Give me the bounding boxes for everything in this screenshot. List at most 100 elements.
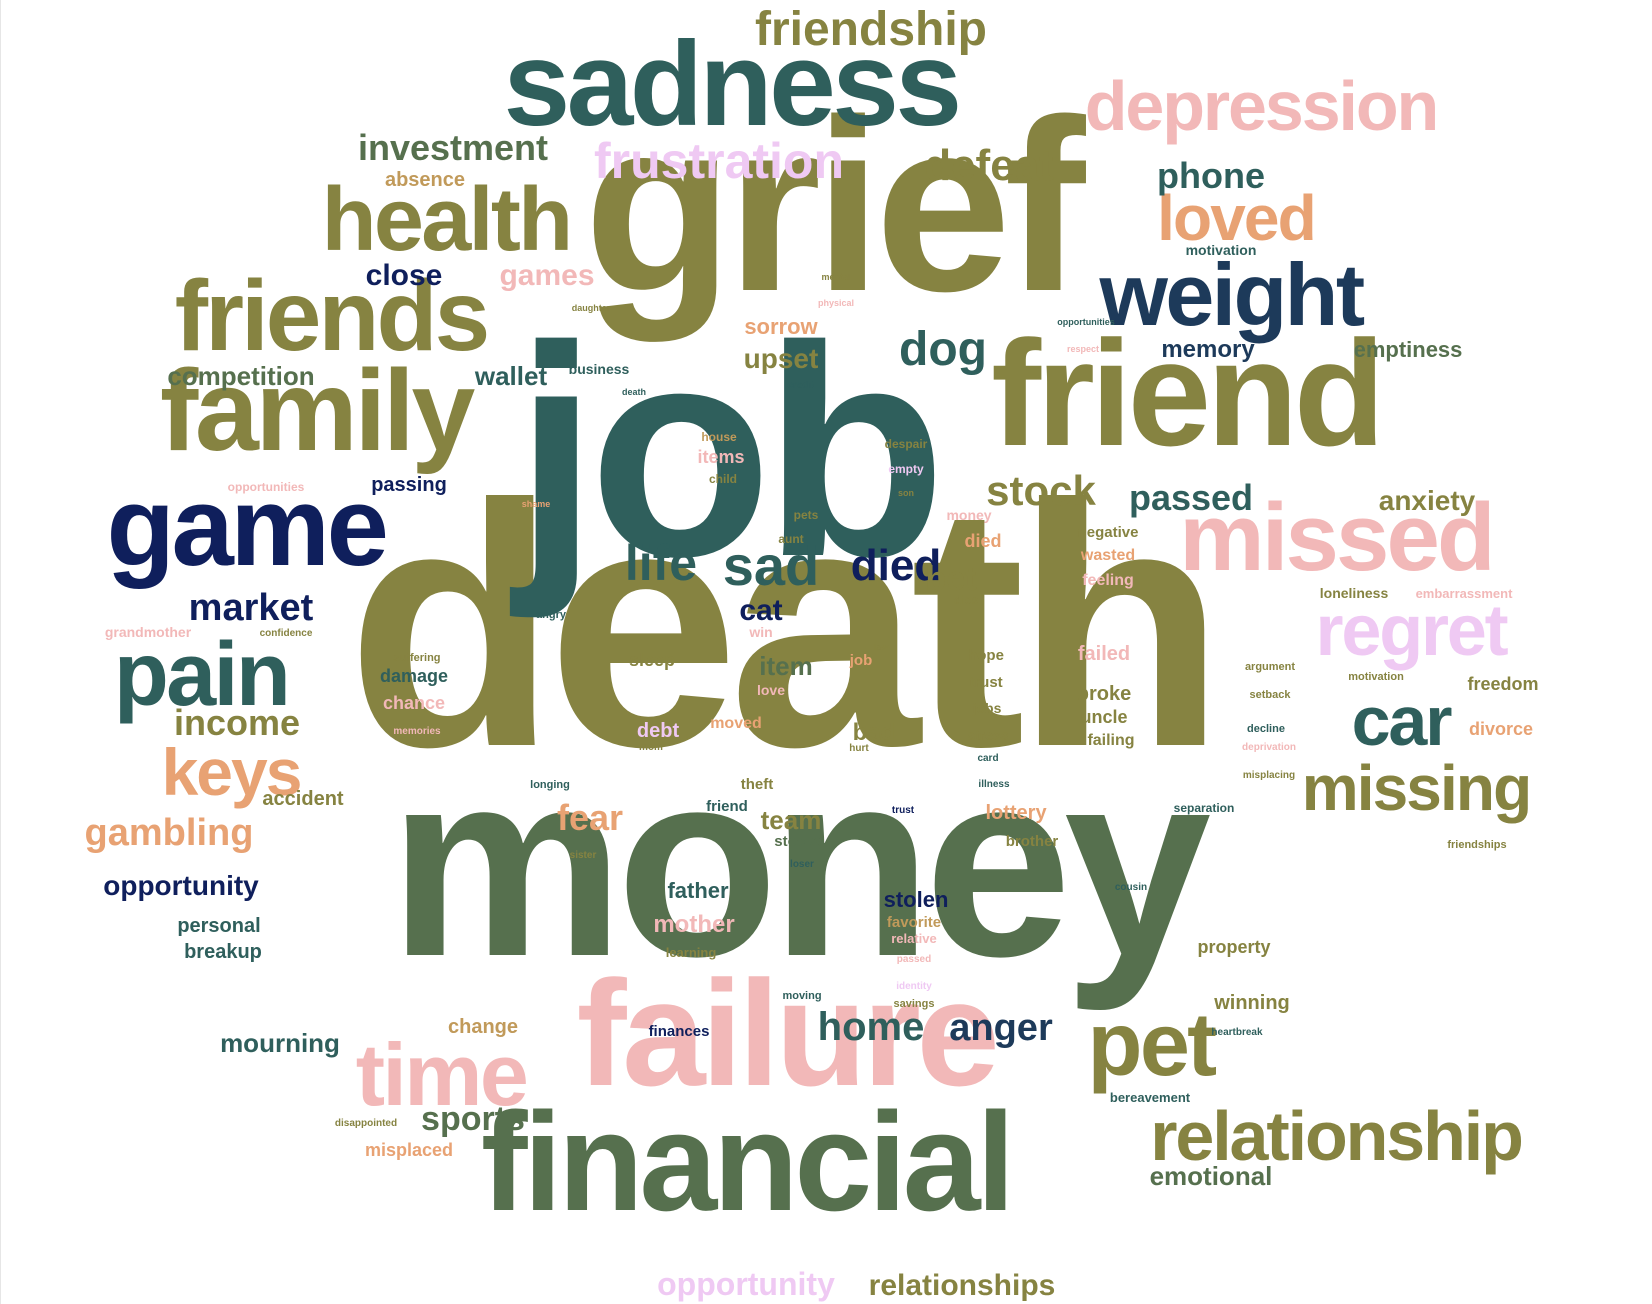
cloud-word-cousin: cousin xyxy=(1115,882,1147,893)
cloud-word-feeling: feeling xyxy=(1082,572,1134,589)
cloud-word-physical: physical xyxy=(818,298,854,308)
cloud-word-missed: missed xyxy=(1179,484,1492,591)
cloud-word-bad: bad xyxy=(853,719,896,746)
cloud-word-misplaced: misplaced xyxy=(365,1140,453,1160)
cloud-word-opportunity: opportunity xyxy=(103,870,259,901)
cloud-word-despair: despair xyxy=(885,437,928,451)
cloud-word-heartbreak: heartbreak xyxy=(1211,1027,1263,1038)
cloud-word-wasted: wasted xyxy=(1080,547,1135,564)
cloud-word-sister: sister xyxy=(570,850,597,861)
cloud-word-sleep: sleep xyxy=(629,650,675,670)
cloud-word-misplacing: misplacing xyxy=(1243,770,1295,781)
cloud-word-depression: depression xyxy=(1085,67,1437,145)
cloud-word-failed: failed xyxy=(1078,643,1130,665)
cloud-word-suffering: suffering xyxy=(393,652,440,664)
cloud-word-keys: keys xyxy=(162,735,301,809)
cloud-word-income: income xyxy=(174,702,300,743)
cloud-word-opportunities: opportunities xyxy=(228,480,305,494)
cloud-word-embarrassment: embarrassment xyxy=(1416,586,1513,601)
cloud-word-credit: credit xyxy=(787,380,815,391)
cloud-word-deprivation: deprivation xyxy=(1242,742,1296,753)
cloud-word-game: game xyxy=(107,464,386,589)
cloud-word-grief: grief xyxy=(584,68,1087,342)
cloud-word-jobs: jobs xyxy=(972,700,1002,716)
cloud-word-died: died xyxy=(964,531,1001,551)
cloud-word-family: family xyxy=(160,347,475,475)
cloud-word-absence: absence xyxy=(385,169,465,191)
cloud-word-daughter: daughter xyxy=(572,303,611,313)
cloud-word-sports: sports xyxy=(421,1100,525,1138)
cloud-word-freedom: freedom xyxy=(1467,674,1538,694)
cloud-word-winning: winning xyxy=(1213,992,1290,1014)
cloud-word-friendship: friendship xyxy=(755,3,987,56)
cloud-word-item: item xyxy=(759,651,812,681)
cloud-word-passed: passed xyxy=(1129,477,1253,518)
cloud-word-son: son xyxy=(898,488,914,498)
cloud-word-loser: loser xyxy=(790,859,814,870)
cloud-word-shame: shame xyxy=(522,499,551,509)
cloud-word-life: life xyxy=(625,535,697,591)
cloud-word-stock: stock xyxy=(986,467,1096,514)
cloud-word-disappointed: disappointed xyxy=(335,1118,397,1129)
cloud-word-motivation: motivation xyxy=(1348,671,1404,683)
cloud-word-stolen: stolen xyxy=(884,887,949,912)
cloud-word-favorite: favorite xyxy=(887,914,941,931)
cloud-word-learning: learning xyxy=(666,945,717,960)
cloud-word-weight: weight xyxy=(1098,245,1364,344)
cloud-word-job: job xyxy=(510,283,938,621)
cloud-word-friend: friend xyxy=(991,309,1381,477)
cloud-word-financial: financial xyxy=(481,1083,1011,1240)
cloud-word-died: died xyxy=(851,541,941,590)
cloud-word-money: money xyxy=(946,507,991,523)
cloud-word-memories: memories xyxy=(393,726,441,737)
cloud-word-card: card xyxy=(977,753,998,764)
cloud-word-market: market xyxy=(189,587,314,629)
cloud-word-pet: pet xyxy=(1088,995,1217,1095)
cloud-word-emptiness: emptiness xyxy=(1354,337,1463,362)
cloud-word-health: health xyxy=(322,170,571,270)
cloud-word-death: death xyxy=(347,434,1216,819)
cloud-word-hurt: hurt xyxy=(849,743,869,754)
cloud-word-phone: phone xyxy=(1157,155,1265,196)
cloud-word-pets: pets xyxy=(794,508,819,522)
cloud-word-illness: illness xyxy=(978,779,1010,790)
cloud-word-accident: accident xyxy=(262,788,343,810)
cloud-word-opportunities: opportunities xyxy=(1057,317,1115,327)
cloud-word-pain: pain xyxy=(114,625,288,725)
cloud-word-mother: mother xyxy=(653,911,734,938)
cloud-word-failure: failure xyxy=(577,949,996,1117)
cloud-word-dies: dies xyxy=(954,593,978,607)
cloud-word-debt: debt xyxy=(637,720,680,742)
cloud-word-fear: fear xyxy=(557,797,623,838)
cloud-word-chance: chance xyxy=(383,693,445,713)
cloud-word-job: job xyxy=(849,652,873,669)
cloud-word-longing: longing xyxy=(530,779,570,791)
cloud-word-opportunity: opportunity xyxy=(657,1266,835,1302)
cloud-word-confidence: confidence xyxy=(260,628,313,639)
cloud-word-decline: decline xyxy=(1247,723,1285,735)
cloud-word-personal: personal xyxy=(177,915,260,937)
cloud-word-breakup: breakup xyxy=(184,941,262,963)
cloud-word-anxiety: anxiety xyxy=(1379,485,1476,516)
cloud-word-argument: argument xyxy=(1245,661,1295,673)
cloud-word-mental: mental xyxy=(821,272,850,282)
cloud-word-law: law xyxy=(874,642,890,652)
cloud-word-theft: theft xyxy=(741,776,774,793)
cloud-word-missing: missing xyxy=(1302,752,1531,824)
cloud-word-motivation: motivation xyxy=(1186,242,1257,258)
cloud-word-mom: mom xyxy=(639,742,663,753)
cloud-word-sad: sad xyxy=(723,534,820,597)
cloud-word-savings: savings xyxy=(894,998,935,1010)
cloud-word-passing: passing xyxy=(371,474,447,496)
cloud-word-games: games xyxy=(499,259,594,292)
cloud-word-sadness: sadness xyxy=(503,17,958,151)
cloud-word-respect: respect xyxy=(1067,344,1099,354)
cloud-word-separation: separation xyxy=(1174,801,1235,815)
cloud-word-failing: failing xyxy=(1087,732,1134,749)
cloud-word-child: child xyxy=(709,472,737,486)
cloud-word-grandmother: grandmother xyxy=(105,624,192,640)
cloud-word-relationship: relationship xyxy=(1150,1097,1522,1175)
cloud-word-friendships: friendships xyxy=(1447,839,1506,851)
cloud-word-hope: hope xyxy=(968,647,1004,664)
